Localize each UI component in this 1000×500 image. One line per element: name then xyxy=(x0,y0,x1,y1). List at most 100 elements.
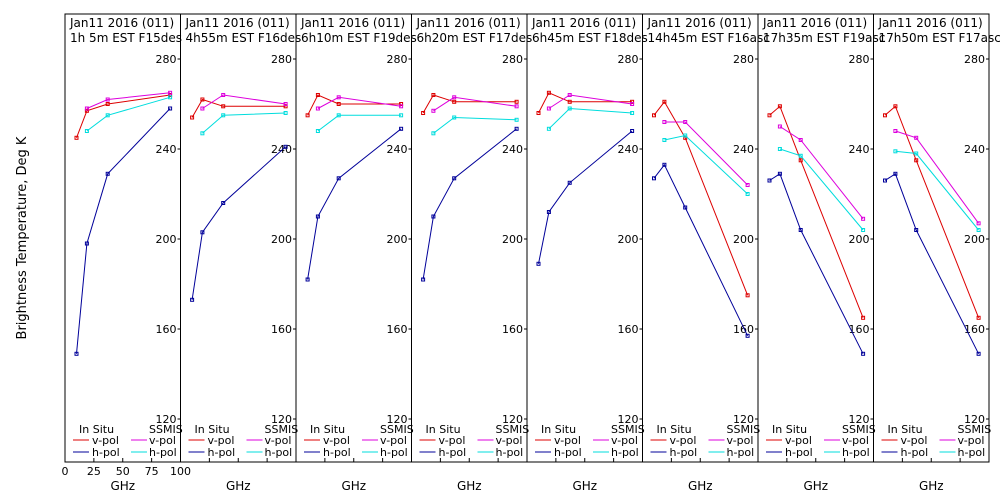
y-tick-label: 160 xyxy=(618,323,639,336)
insitu-h-point xyxy=(74,351,79,356)
insitu-v-point xyxy=(190,115,195,120)
y-tick-label: 160 xyxy=(156,323,177,336)
legend-ssmis-h-label: h-pol xyxy=(380,446,408,459)
ssmis-h-point xyxy=(105,113,110,118)
legend-in-situ-label: In Situ xyxy=(310,423,345,436)
insitu-h-point xyxy=(84,241,89,246)
ssmis-h-point xyxy=(452,115,457,120)
insitu-v-point xyxy=(652,113,656,118)
legend-ssmis-label: SSMIS xyxy=(380,423,414,436)
insitu-v-line xyxy=(191,98,286,118)
panel-2: Jan11 2016 (011)4h55m EST F16des 120 160 20… xyxy=(180,13,302,493)
insitu-h-point xyxy=(514,126,519,131)
insitu-h-point xyxy=(652,176,656,181)
insitu-v-point xyxy=(883,113,887,118)
insitu-v-line xyxy=(538,92,633,114)
ssmis-h-point xyxy=(84,129,89,133)
legend-ssmis-v-label: v-pol xyxy=(496,434,523,447)
legend-insitu-h-label: h-pol xyxy=(208,446,236,459)
y-tick-label: 160 xyxy=(849,323,870,336)
legend-ssmis-v-label: v-pol xyxy=(842,434,869,447)
insitu-h-point xyxy=(105,171,110,176)
y-tick-label: 280 xyxy=(502,53,523,66)
insitu-h-line xyxy=(76,108,171,354)
insitu-h-point xyxy=(893,171,898,176)
insitu-v-point xyxy=(683,135,688,140)
y-tick-label: 120 xyxy=(964,413,985,426)
insitu-h-point xyxy=(914,228,919,232)
legend-insitu-v-label: v-pol xyxy=(901,434,928,447)
panel-time-satellite: 4h55m EST F16des xyxy=(186,31,302,45)
x-tick-label: 75 xyxy=(145,465,159,478)
insitu-h-point xyxy=(883,178,887,183)
insitu-v-point xyxy=(283,104,288,109)
panel-date: Jan11 2016 (011) xyxy=(69,16,174,30)
y-tick-label: 200 xyxy=(502,233,523,246)
legend-ssmis-h-label: h-pol xyxy=(149,446,177,459)
ssmis-v-point xyxy=(105,97,110,102)
ssmis-h-point xyxy=(221,113,226,118)
ssmis-v-point xyxy=(630,102,635,106)
insitu-h-line xyxy=(884,173,980,355)
legend-in-situ-label: In Situ xyxy=(426,423,461,436)
ssmis-v-point xyxy=(976,221,981,226)
insitu-h-point xyxy=(200,230,205,235)
ssmis-h-line xyxy=(202,112,286,134)
insitu-v-point xyxy=(630,99,635,104)
insitu-h-point xyxy=(190,297,195,302)
y-tick-label: 280 xyxy=(618,53,639,66)
y-tick-label: 120 xyxy=(502,413,523,426)
ssmis-v-point xyxy=(399,104,404,109)
insitu-v-point xyxy=(431,93,436,97)
ssmis-h-point xyxy=(861,228,866,232)
insitu-h-line xyxy=(191,146,286,300)
legend-ssmis-label: SSMIS xyxy=(149,423,183,436)
legend-insitu-v-label: v-pol xyxy=(439,434,466,447)
ssmis-h-point xyxy=(662,138,667,142)
y-tick-label: 240 xyxy=(156,143,177,156)
legend-in-situ-label: In Situ xyxy=(657,423,692,436)
ssmis-v-point xyxy=(567,93,572,97)
legend-ssmis-h-label: h-pol xyxy=(727,446,755,459)
legend-ssmis-h-label: h-pol xyxy=(842,446,870,459)
insitu-v-line xyxy=(307,94,402,116)
insitu-v-point xyxy=(305,113,310,118)
panel-3: Jan11 2016 (011)6h10m EST F19des 120 160 20… xyxy=(295,13,417,493)
x-tick-label: 0 xyxy=(62,465,69,478)
x-tick-label: 100 xyxy=(170,465,191,478)
y-tick-label: 120 xyxy=(733,413,754,426)
ssmis-v-point xyxy=(914,135,919,140)
panel-5: Jan11 2016 (011)6h45m EST F18des 120 160 20… xyxy=(526,13,648,493)
panel-6: Jan11 2016 (011)14h45m EST F16asc 120 160 2… xyxy=(642,13,770,493)
legend-ssmis-label: SSMIS xyxy=(958,423,992,436)
ssmis-v-point xyxy=(861,216,866,221)
legend-insitu-h-label: h-pol xyxy=(439,446,467,459)
insitu-h-point xyxy=(662,162,667,167)
legend-insitu-v-label: v-pol xyxy=(670,434,697,447)
legend-ssmis-label: SSMIS xyxy=(496,423,530,436)
ssmis-v-point xyxy=(662,120,667,124)
ssmis-h-point xyxy=(315,129,320,133)
insitu-h-point xyxy=(315,214,320,219)
ssmis-h-point xyxy=(200,131,205,136)
panel-date: Jan11 2016 (011) xyxy=(531,16,636,30)
insitu-v-point xyxy=(105,102,110,106)
y-tick-label: 160 xyxy=(733,323,754,336)
ssmis-v-point xyxy=(514,104,519,109)
insitu-h-point xyxy=(777,171,782,176)
legend-insitu-h-label: h-pol xyxy=(554,446,582,459)
insitu-h-point xyxy=(168,106,173,111)
ssmis-v-point xyxy=(221,93,226,97)
ssmis-h-point xyxy=(893,149,898,154)
y-tick-label: 120 xyxy=(271,413,292,426)
panel-8: Jan11 2016 (011)17h50m EST F17asc 120 160 2… xyxy=(873,13,1000,493)
insitu-v-point xyxy=(767,113,772,118)
legend-insitu-h-label: h-pol xyxy=(901,446,929,459)
ssmis-v-point xyxy=(84,106,89,111)
ssmis-h-point xyxy=(976,228,981,232)
panel-date: Jan11 2016 (011) xyxy=(300,16,405,30)
ssmis-h-line xyxy=(664,134,748,195)
insitu-v-point xyxy=(567,99,572,104)
legend-insitu-h-label: h-pol xyxy=(92,446,120,459)
y-tick-label: 200 xyxy=(849,233,870,246)
